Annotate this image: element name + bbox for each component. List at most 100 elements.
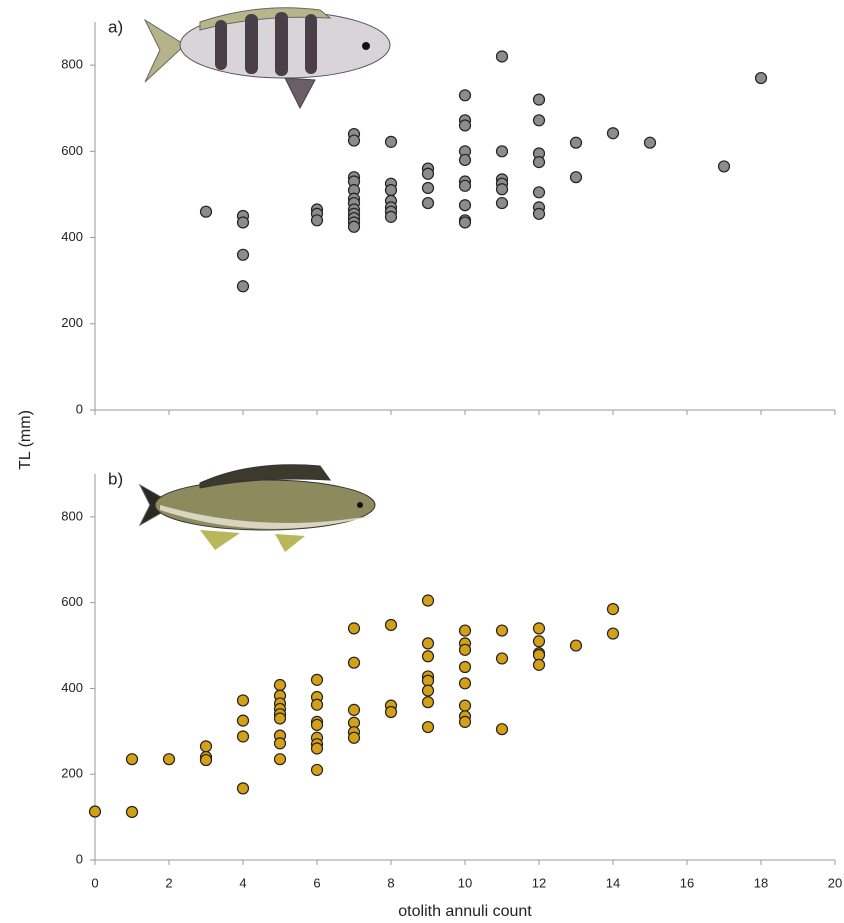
x-tick-label: 0 — [91, 875, 98, 890]
data-point — [495, 183, 509, 196]
data-point — [717, 160, 731, 173]
data-point — [421, 720, 435, 734]
data-point — [88, 805, 102, 818]
data-point — [606, 602, 620, 616]
y-tick-label: 200 — [61, 315, 83, 330]
data-point — [569, 171, 583, 184]
panel-label: a) — [108, 17, 123, 36]
data-point — [384, 705, 398, 719]
data-point — [384, 210, 398, 223]
x-tick-label: 10 — [458, 875, 472, 890]
data-point — [347, 622, 361, 635]
data-point — [384, 135, 398, 148]
data-point — [569, 639, 583, 652]
data-point — [458, 660, 472, 674]
x-tick-label: 8 — [387, 875, 394, 890]
data-point — [310, 214, 324, 227]
data-point — [458, 199, 472, 212]
data-point — [458, 715, 472, 728]
data-point — [273, 753, 287, 766]
data-point — [532, 207, 546, 220]
fish-illustration-b — [138, 464, 376, 552]
data-point — [458, 89, 472, 102]
data-point — [458, 216, 472, 229]
data-point — [236, 714, 250, 727]
data-point — [495, 624, 509, 637]
data-point — [273, 678, 287, 692]
data-point — [236, 730, 250, 743]
data-point — [532, 658, 546, 671]
fish-illustration-a — [143, 7, 391, 110]
data-point — [347, 731, 361, 744]
y-tick-label: 400 — [61, 680, 83, 695]
data-point — [458, 119, 472, 132]
data-point — [236, 248, 250, 261]
data-point — [236, 782, 250, 795]
data-point — [458, 624, 472, 637]
data-point — [384, 618, 398, 632]
data-point — [532, 622, 546, 635]
x-axis-label: otolith annuli count — [398, 903, 532, 920]
data-point — [199, 753, 213, 767]
data-point — [532, 93, 546, 106]
data-point — [421, 196, 435, 210]
data-point — [458, 179, 472, 192]
data-point — [458, 677, 472, 690]
data-point — [310, 673, 324, 686]
data-point — [421, 181, 435, 195]
panel-label: b) — [108, 469, 123, 488]
data-point — [569, 136, 583, 149]
data-point — [347, 656, 361, 669]
data-point — [606, 627, 620, 640]
data-point — [754, 71, 768, 85]
data-point — [273, 737, 287, 750]
data-point — [162, 753, 176, 766]
x-tick-label: 4 — [239, 875, 246, 890]
data-point — [236, 694, 250, 707]
data-point — [458, 699, 472, 712]
x-tick-label: 14 — [606, 875, 620, 890]
data-point — [236, 280, 250, 293]
data-point — [458, 153, 472, 167]
y-tick-label: 800 — [61, 57, 83, 72]
x-tick-label: 18 — [754, 875, 768, 890]
x-tick-label: 12 — [532, 875, 546, 890]
data-point — [421, 684, 435, 697]
data-point — [532, 635, 546, 648]
data-point — [199, 740, 213, 753]
y-tick-label: 600 — [61, 594, 83, 609]
y-tick-label: 200 — [61, 766, 83, 781]
data-point — [532, 156, 546, 169]
y-tick-label: 800 — [61, 508, 83, 523]
y-tick-label: 0 — [76, 401, 83, 416]
y-tick-label: 0 — [76, 851, 83, 866]
data-point — [643, 136, 657, 149]
y-axis-label: TL (mm) — [17, 410, 34, 470]
data-point — [347, 703, 361, 716]
data-point — [532, 186, 546, 199]
data-point — [421, 637, 435, 650]
data-point — [384, 184, 398, 197]
data-point — [421, 167, 435, 180]
x-tick-label: 2 — [165, 875, 172, 890]
data-point — [310, 763, 324, 777]
data-point — [347, 220, 361, 233]
data-point — [495, 723, 509, 736]
data-point — [495, 196, 509, 210]
data-point — [199, 205, 213, 218]
data-point — [495, 145, 509, 158]
data-point — [458, 643, 472, 656]
data-point — [125, 753, 139, 766]
data-point — [421, 594, 435, 607]
data-point — [495, 50, 509, 63]
data-point — [421, 650, 435, 663]
data-point — [236, 216, 250, 229]
data-point — [347, 134, 361, 147]
data-point — [495, 652, 509, 665]
data-point — [310, 698, 324, 711]
x-tick-label: 16 — [680, 875, 694, 890]
data-point — [421, 696, 435, 709]
x-tick-label: 6 — [313, 875, 320, 890]
data-point — [273, 712, 287, 725]
